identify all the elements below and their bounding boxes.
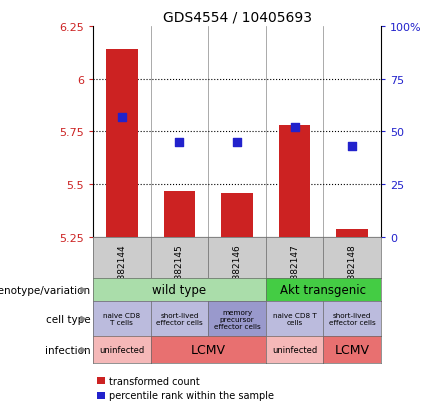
- Text: LCMV: LCMV: [191, 344, 226, 356]
- Text: naive CD8
T cells: naive CD8 T cells: [103, 313, 140, 325]
- Text: GSM882147: GSM882147: [290, 244, 299, 298]
- Text: memory
precursor
effector cells: memory precursor effector cells: [214, 309, 260, 329]
- Text: wild type: wild type: [152, 284, 207, 297]
- Text: GSM882145: GSM882145: [175, 244, 184, 298]
- Text: uninfected: uninfected: [99, 346, 145, 354]
- Point: [291, 125, 298, 131]
- Bar: [279, 126, 310, 237]
- Bar: [336, 229, 368, 237]
- Text: naive CD8 T
cells: naive CD8 T cells: [273, 313, 317, 325]
- Bar: [106, 50, 138, 237]
- Point: [176, 139, 183, 146]
- Text: genotype/variation: genotype/variation: [0, 285, 91, 295]
- Text: short-lived
effector cells: short-lived effector cells: [329, 313, 375, 325]
- Bar: [221, 193, 253, 237]
- Text: short-lived
effector cells: short-lived effector cells: [156, 313, 203, 325]
- Bar: [164, 191, 195, 237]
- Text: GSM882148: GSM882148: [348, 244, 357, 298]
- Text: infection: infection: [45, 345, 91, 355]
- Text: GSM882144: GSM882144: [117, 244, 126, 298]
- Text: transformed count: transformed count: [109, 375, 200, 386]
- Point: [349, 144, 356, 150]
- Point: [118, 114, 126, 121]
- Point: [234, 139, 241, 146]
- Text: Akt transgenic: Akt transgenic: [281, 284, 366, 297]
- Text: LCMV: LCMV: [335, 344, 370, 356]
- Text: GSM882146: GSM882146: [233, 244, 242, 298]
- Text: cell type: cell type: [46, 314, 91, 324]
- Title: GDS4554 / 10405693: GDS4554 / 10405693: [162, 10, 312, 24]
- Text: uninfected: uninfected: [272, 346, 317, 354]
- Text: percentile rank within the sample: percentile rank within the sample: [109, 390, 274, 401]
